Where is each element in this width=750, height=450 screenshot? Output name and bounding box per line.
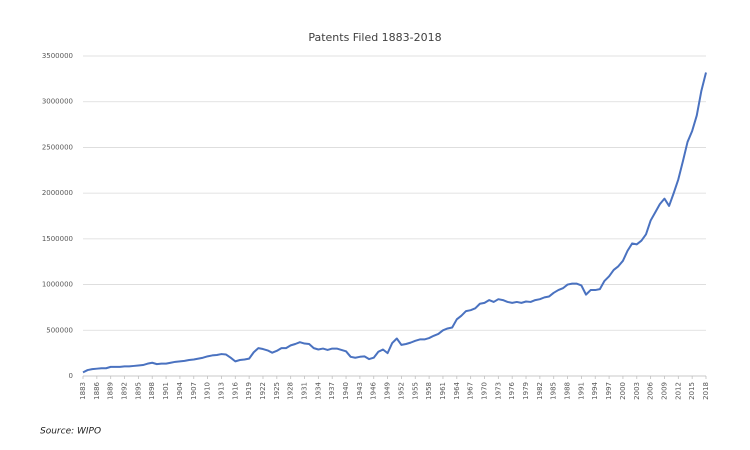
x-tick-label: 1895 xyxy=(134,382,142,400)
x-tick-label: 2018 xyxy=(702,382,710,400)
y-tick-label: 500000 xyxy=(46,326,73,334)
x-tick-label: 2012 xyxy=(674,382,682,400)
chart-title: Patents Filed 1883-2018 xyxy=(308,31,441,44)
x-tick-label: 1883 xyxy=(79,382,87,400)
x-tick-label: 1946 xyxy=(370,381,378,399)
x-tick-label: 1949 xyxy=(384,382,392,400)
x-tick-label: 1901 xyxy=(162,382,170,400)
x-tick-label: 2009 xyxy=(660,382,668,400)
x-tick-label: 1997 xyxy=(605,382,613,400)
x-tick-label: 1973 xyxy=(494,382,502,400)
x-tick-label: 1907 xyxy=(190,382,198,400)
x-tick-label: 1934 xyxy=(314,381,322,399)
x-tick-label: 1928 xyxy=(287,382,295,400)
x-tick-label: 2003 xyxy=(633,382,641,400)
x-tick-label: 1961 xyxy=(439,382,447,400)
x-tick-label: 1985 xyxy=(550,382,558,400)
y-tick-label: 3000000 xyxy=(42,98,73,106)
x-tick-label: 1913 xyxy=(217,382,225,400)
x-tick-label: 1988 xyxy=(564,382,572,400)
x-tick-label: 1994 xyxy=(591,381,599,399)
x-tick-label: 1886 xyxy=(93,381,101,399)
x-tick-label: 2015 xyxy=(688,382,696,400)
x-tick-label: 2000 xyxy=(619,382,627,400)
x-tick-label: 1892 xyxy=(121,382,129,400)
x-tick-label: 1889 xyxy=(107,382,115,400)
x-tick-label: 1910 xyxy=(204,382,212,400)
x-tick-label: 1982 xyxy=(536,382,544,400)
y-tick-label: 0 xyxy=(69,372,73,380)
data-line xyxy=(82,72,707,374)
x-tick-label: 1991 xyxy=(577,382,585,400)
x-tick-label: 1904 xyxy=(176,381,184,399)
x-tick-label: 1940 xyxy=(342,382,350,400)
source-note: Source: WIPO xyxy=(40,427,101,437)
x-tick-label: 1931 xyxy=(301,382,309,400)
x-tick-label: 1979 xyxy=(522,382,530,400)
x-tick-label: 1919 xyxy=(245,382,253,400)
x-tick-label: 1970 xyxy=(480,382,488,400)
x-tick-label: 1916 xyxy=(231,381,239,399)
y-tick-label: 3500000 xyxy=(42,52,73,60)
x-tick-label: 1898 xyxy=(148,382,156,400)
x-tick-label: 1967 xyxy=(467,382,475,400)
x-tick-label: 1922 xyxy=(259,382,267,400)
y-tick-label: 2000000 xyxy=(42,189,73,197)
x-tick-label: 1955 xyxy=(411,382,419,400)
y-tick-label: 1000000 xyxy=(42,281,73,289)
x-tick-label: 2006 xyxy=(647,381,655,399)
x-tick-label: 1976 xyxy=(508,381,516,399)
y-tick-label: 2500000 xyxy=(42,143,73,151)
x-tick-label: 1958 xyxy=(425,382,433,400)
y-tick-label: 1500000 xyxy=(42,235,73,243)
x-tick-label: 1937 xyxy=(328,382,336,400)
x-tick-label: 1964 xyxy=(453,381,461,399)
x-tick-label: 1952 xyxy=(397,382,405,400)
x-tick-label: 1925 xyxy=(273,382,281,400)
x-tick-label: 1943 xyxy=(356,382,364,400)
